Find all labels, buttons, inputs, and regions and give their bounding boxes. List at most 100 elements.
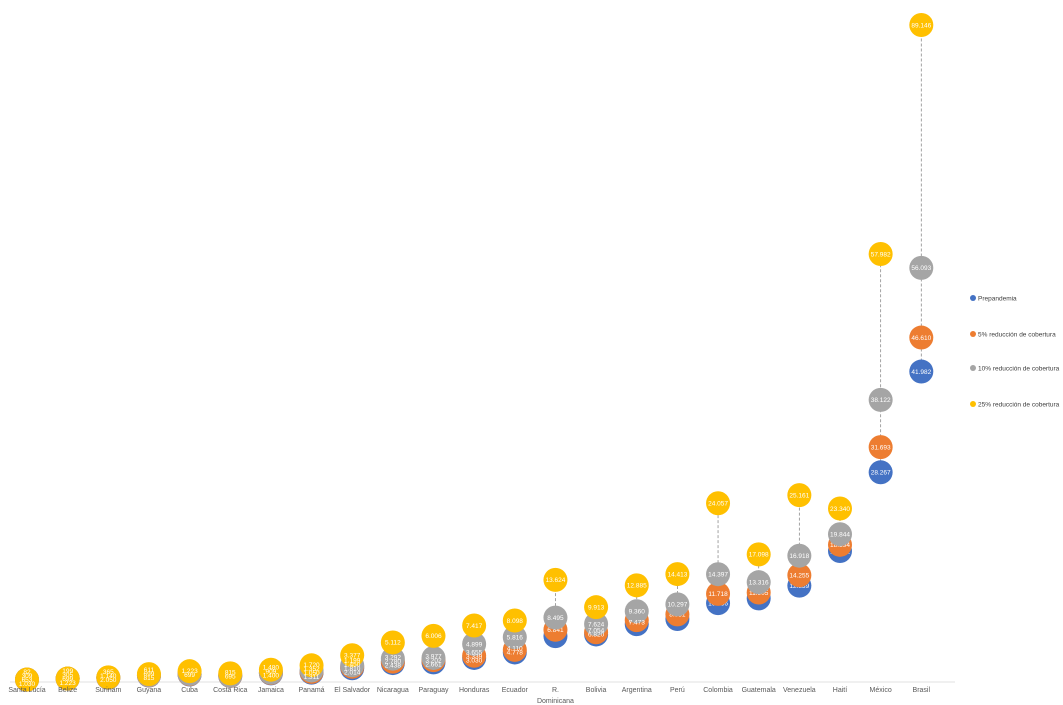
- category-label: Surinam: [95, 687, 121, 694]
- data-label: 309: [22, 673, 33, 680]
- data-label: 31.693: [871, 444, 891, 451]
- data-label: 6.006: [425, 633, 442, 640]
- category-label: Costa Rica: [213, 687, 247, 694]
- data-label: 1.223: [60, 680, 77, 687]
- data-label: 1.352: [303, 666, 320, 673]
- data-point: [624, 599, 649, 624]
- data-label: 3.202: [425, 658, 442, 665]
- data-label: 699: [184, 672, 195, 679]
- data-label: 1.720: [303, 662, 320, 669]
- data-label: 6.820: [588, 632, 605, 639]
- data-point: [787, 483, 812, 508]
- data-point: [706, 491, 731, 516]
- data-label: 3.339: [466, 653, 483, 660]
- data-label: 3.377: [344, 652, 361, 659]
- data-label: 815: [225, 669, 236, 676]
- category-label: R.: [552, 687, 559, 694]
- data-label: 3.292: [385, 654, 402, 661]
- category-label: Santa Lucía: [8, 687, 45, 694]
- legend-marker: [970, 401, 976, 407]
- data-point: [665, 562, 690, 587]
- data-label: 2.438: [385, 662, 402, 669]
- data-point: [746, 570, 771, 595]
- category-label: Dominicana: [537, 698, 574, 705]
- data-point: [868, 241, 893, 266]
- data-label: 1.480: [263, 665, 280, 672]
- data-label: 4.899: [466, 641, 483, 648]
- category-label: Haití: [833, 687, 847, 694]
- data-label: 2.780: [385, 658, 402, 665]
- category-label: México: [870, 687, 892, 694]
- data-point: [909, 13, 934, 37]
- data-label: 8.495: [547, 615, 564, 622]
- category-label: Belize: [58, 687, 77, 694]
- data-label: 13.316: [749, 579, 769, 586]
- data-label: 13.624: [546, 577, 566, 584]
- data-point: [55, 666, 80, 691]
- data-label: 4.110: [507, 646, 523, 653]
- category-label: El Salvador: [334, 687, 370, 694]
- data-label: 1.050: [303, 670, 320, 677]
- data-label: 7.624: [588, 621, 605, 628]
- data-point: [584, 595, 609, 620]
- data-label: 1.450: [344, 662, 361, 669]
- data-label: 24.057: [708, 501, 728, 508]
- data-label: 38.122: [871, 397, 891, 404]
- data-label: 10.297: [667, 602, 687, 609]
- data-label: 9.913: [588, 604, 605, 611]
- data-point: [258, 657, 283, 682]
- data-label: 7.473: [629, 619, 646, 626]
- data-label: 1.400: [263, 673, 280, 680]
- data-label: 1.140: [100, 673, 117, 680]
- category-label: Colombia: [703, 687, 733, 694]
- data-label: 14.397: [708, 572, 728, 579]
- data-label: 3.030: [466, 657, 483, 664]
- data-point: [787, 563, 812, 588]
- data-label: 14.413: [667, 571, 687, 578]
- data-label: 199: [62, 668, 73, 675]
- data-label: 46.610: [911, 335, 931, 342]
- category-label: Argentina: [622, 687, 652, 694]
- data-point: [909, 359, 934, 384]
- data-label: 57.982: [871, 251, 891, 258]
- legend-marker: [970, 331, 976, 337]
- category-label: Venezuela: [783, 687, 816, 694]
- legend-label: 5% reducción de cobertura: [978, 331, 1056, 338]
- data-label: 1.030: [19, 681, 36, 688]
- data-label: 699: [62, 676, 73, 683]
- data-point: [543, 567, 568, 592]
- category-label: Guyana: [137, 687, 162, 694]
- data-label: 82: [23, 669, 31, 676]
- data-label: 7.054: [588, 628, 605, 635]
- data-point: [462, 613, 487, 638]
- data-label: 699: [144, 671, 155, 678]
- data-point: [868, 435, 893, 460]
- data-label: 3.977: [425, 654, 442, 661]
- data-label: 17.098: [749, 552, 769, 559]
- data-label: 12.885: [627, 583, 647, 590]
- data-point: [380, 630, 405, 655]
- data-point: [584, 611, 609, 636]
- category-label: Ecuador: [502, 687, 529, 694]
- data-label: 25.161: [789, 492, 809, 499]
- category-label: Cuba: [181, 687, 198, 694]
- data-label: 7.417: [466, 623, 483, 630]
- data-label: 5.112: [385, 640, 401, 647]
- data-label: 56.093: [911, 265, 931, 272]
- data-point: [543, 605, 568, 630]
- data-label: 5.816: [507, 635, 524, 642]
- data-point: [462, 632, 487, 657]
- data-label: 16.918: [789, 553, 809, 560]
- data-point: [96, 665, 121, 690]
- category-label: Paraguay: [419, 687, 449, 694]
- category-label: Guatemala: [742, 687, 776, 694]
- data-point: [909, 325, 934, 350]
- data-label: 1.810: [344, 666, 361, 673]
- data-label: 8.098: [507, 618, 524, 625]
- data-label: 2.661: [425, 662, 442, 669]
- data-label: 19.844: [830, 531, 850, 538]
- category-label: Panamá: [299, 687, 325, 694]
- category-label: Honduras: [459, 687, 490, 694]
- data-label: 89.146: [911, 22, 931, 29]
- data-point: [828, 496, 852, 521]
